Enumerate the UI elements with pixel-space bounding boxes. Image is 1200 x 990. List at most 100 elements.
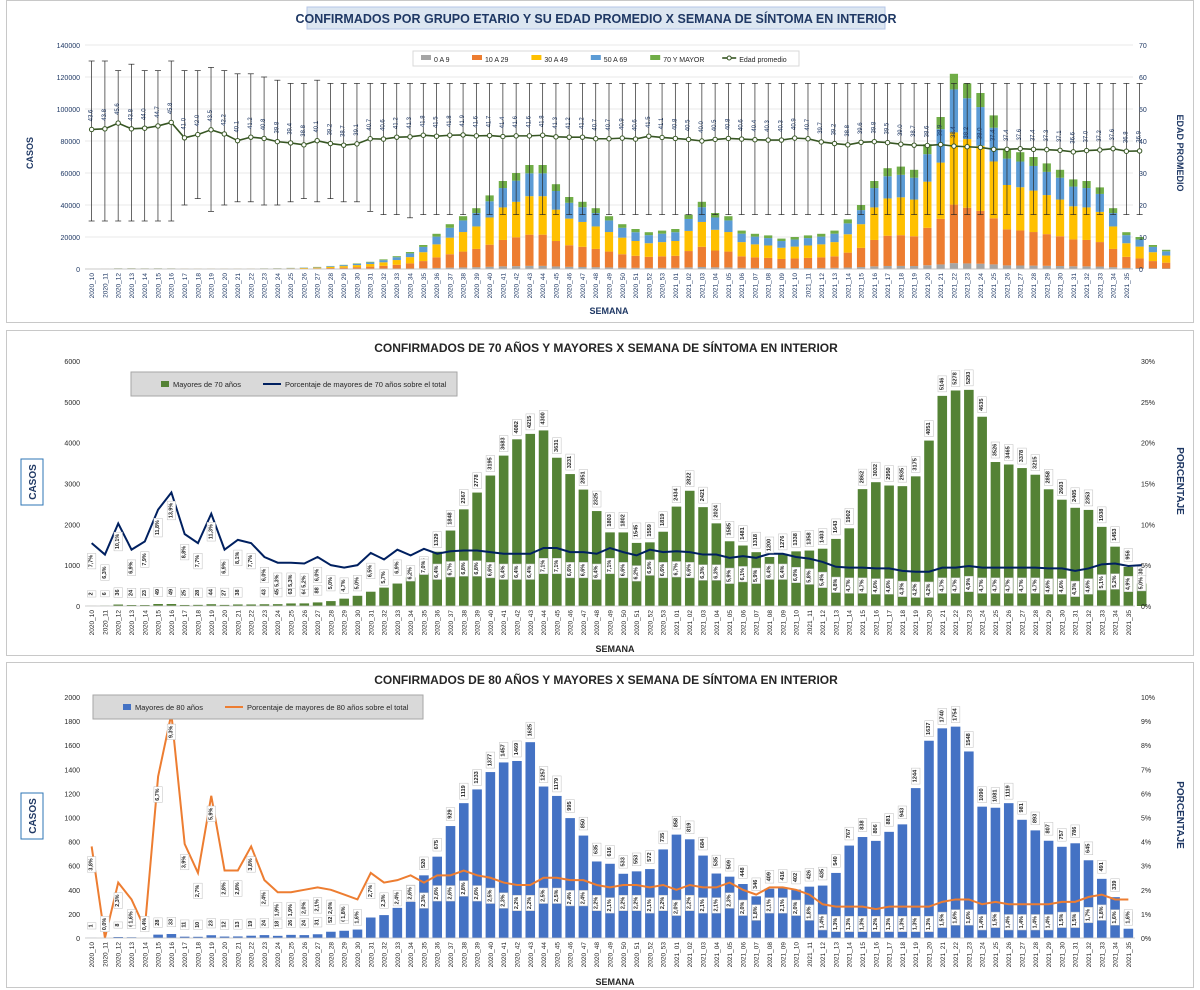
percentage-line: 2636242349492528442738434563648836132918… bbox=[87, 369, 1147, 599]
bar bbox=[552, 457, 562, 606]
percentage-label-box bbox=[778, 897, 788, 914]
x-tick-label: 2020_52 bbox=[646, 273, 653, 299]
percentage-label: 1,8% bbox=[806, 906, 812, 918]
bar-value-label: 1938 bbox=[1099, 509, 1105, 521]
bar-segment bbox=[896, 265, 905, 269]
percentage-label: 1,3% bbox=[846, 918, 852, 930]
bar-segment bbox=[565, 245, 574, 267]
x-tick-label: 2020_30 bbox=[354, 273, 361, 299]
bar-segment bbox=[1122, 256, 1131, 268]
average-age-point bbox=[539, 132, 546, 138]
percentage-label-box bbox=[1084, 578, 1093, 595]
bar bbox=[153, 603, 163, 606]
percentage-label-box bbox=[406, 565, 416, 582]
legend-swatch bbox=[421, 55, 431, 60]
percentage-label-box bbox=[419, 558, 429, 575]
percentage-label: 6,2% bbox=[634, 567, 640, 579]
percentage-label: 6,4% bbox=[514, 565, 520, 577]
percentage-label-box bbox=[858, 915, 867, 933]
bar-value-label: 31 bbox=[315, 919, 321, 925]
bar-value-label-box bbox=[1004, 782, 1014, 800]
y-tick-label: 1400 bbox=[64, 767, 80, 774]
bar-value-label: 616 bbox=[607, 847, 613, 856]
y2-tick-label: 0% bbox=[1141, 936, 1151, 943]
percentage-label: 4,7% bbox=[860, 579, 866, 591]
percentage-label-box bbox=[153, 518, 163, 538]
percentage-label: 1,4% bbox=[1006, 916, 1012, 928]
bar-value-label-box bbox=[1030, 454, 1040, 471]
x-tick-label: 2020_38 bbox=[461, 942, 468, 968]
bar-value-label-box bbox=[419, 856, 429, 870]
bar-value-label: 3378 bbox=[1019, 450, 1025, 462]
bar-segment bbox=[405, 257, 415, 264]
percentage-label-box bbox=[658, 562, 668, 579]
percentage-label: 4,2% bbox=[926, 583, 932, 595]
percentage-label: 2,2% bbox=[527, 897, 533, 909]
bar-value-label: 3683 bbox=[501, 437, 507, 449]
x-tick-label: 2021_11 bbox=[807, 610, 814, 635]
x-tick-label: 2021_28 bbox=[1033, 942, 1040, 968]
percentage-label: 7,7% bbox=[248, 555, 254, 567]
bar-value-label-box bbox=[87, 590, 97, 598]
legend-swatch bbox=[472, 55, 482, 60]
bar bbox=[352, 595, 363, 606]
percentage-label-box bbox=[632, 565, 642, 582]
average-age-line: 43.6 43.8 45.6 43.8 44.0 44.7 45.8 41.0 42.0 43.5… bbox=[88, 60, 1143, 222]
percentage-label-box bbox=[618, 562, 628, 579]
x-tick-label: 2020_12 bbox=[116, 610, 123, 636]
bar-segment bbox=[551, 241, 561, 267]
bar-value-label: 2353 bbox=[1085, 492, 1091, 504]
percentage-label-box bbox=[711, 564, 721, 581]
bar-value-label: 1802 bbox=[620, 514, 626, 526]
bar-value-label-box bbox=[804, 530, 814, 547]
x-tick-label: 2020_41 bbox=[501, 942, 508, 968]
bar-segment bbox=[604, 267, 614, 269]
x-tick-label: 2021_02 bbox=[686, 273, 693, 299]
bar-value-label: 1585 bbox=[727, 523, 733, 535]
average-age-label: 39.4 bbox=[288, 122, 294, 134]
x-tick-label: 2020_28 bbox=[328, 942, 335, 968]
x-tick-label: 2021_13 bbox=[833, 610, 840, 636]
percentage-label: 2,1% bbox=[700, 899, 706, 911]
bar-value-label-box bbox=[1110, 878, 1120, 892]
average-age-label: 40.8 bbox=[672, 118, 678, 130]
bar bbox=[538, 786, 549, 938]
percentage-label-box bbox=[592, 563, 602, 580]
bar-segment bbox=[591, 248, 600, 268]
bar bbox=[512, 439, 522, 606]
bar-segment bbox=[1148, 261, 1158, 269]
average-age-label: 41.2 bbox=[394, 117, 400, 129]
percentage-label-box bbox=[778, 563, 788, 580]
bar bbox=[764, 557, 775, 606]
x-tick-label: 2021_35 bbox=[1126, 942, 1133, 968]
x-tick-label: 2021_31 bbox=[1073, 942, 1080, 968]
bar-segment bbox=[618, 267, 627, 269]
x-tick-label: 2020_11 bbox=[102, 942, 109, 967]
bar-segment bbox=[830, 242, 839, 257]
x-tick-label: 2020_35 bbox=[421, 942, 428, 968]
bar-segment bbox=[419, 261, 428, 269]
bar-value-label: 30 bbox=[1139, 568, 1145, 574]
bar-value-label: 3195 bbox=[487, 457, 493, 469]
bar-segment bbox=[339, 265, 348, 267]
average-age-point bbox=[951, 143, 957, 149]
percentage-label: 4,6% bbox=[1059, 580, 1065, 592]
x-tick-label: 2020_45 bbox=[554, 942, 561, 968]
bar-value-label: 819 bbox=[687, 823, 693, 832]
percentage-label: 6,4% bbox=[527, 565, 533, 577]
percentage-label: 11,3% bbox=[208, 524, 214, 539]
bar-value-label-box bbox=[1057, 828, 1067, 842]
average-age-point bbox=[911, 142, 917, 148]
percentage-label-box bbox=[259, 890, 269, 907]
bar-value-label: 2858 bbox=[1046, 471, 1052, 483]
bar-value-label: 553 bbox=[634, 855, 640, 864]
percentage-label-box bbox=[392, 559, 402, 576]
x-tick-label: 2020_49 bbox=[608, 942, 615, 968]
bar-segment bbox=[963, 207, 972, 264]
bar-segment bbox=[631, 232, 640, 241]
x-tick-label: 2021_17 bbox=[885, 273, 892, 299]
bar bbox=[1030, 474, 1041, 606]
percentage-label: 1,3% bbox=[926, 918, 932, 930]
percentage-label-box bbox=[897, 915, 907, 933]
bar-value-label: 1643 bbox=[833, 521, 839, 533]
